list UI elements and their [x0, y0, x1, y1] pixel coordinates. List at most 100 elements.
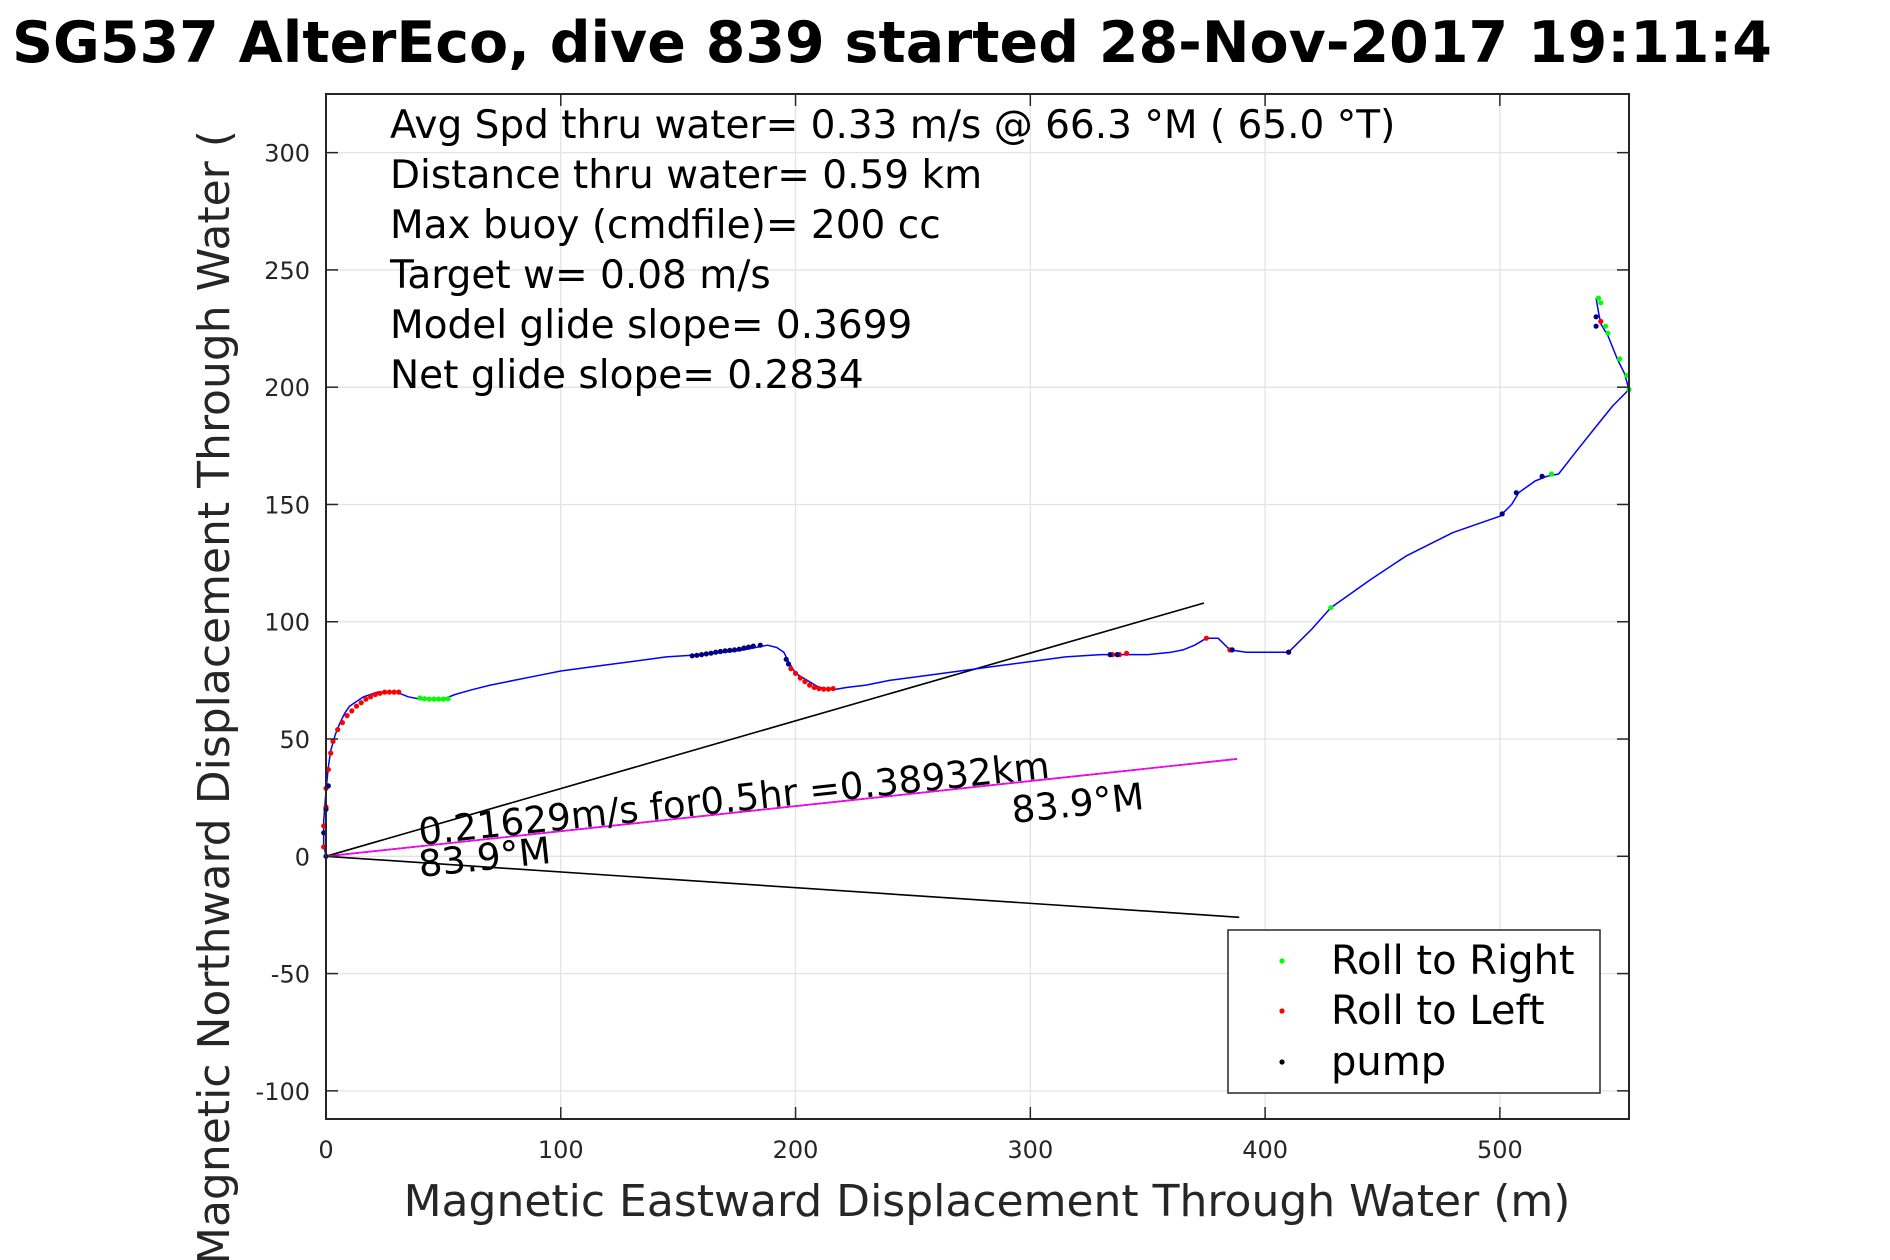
- legend-marker-roll-right: [1279, 958, 1285, 964]
- roll-left-point: [339, 720, 345, 726]
- y-tick-label: -100: [256, 1078, 310, 1106]
- info-line: Target w= 0.08 m/s: [389, 253, 771, 298]
- roll-left-point: [363, 696, 369, 702]
- roll-left-point: [377, 690, 383, 696]
- pump-point: [722, 648, 728, 654]
- pump-point: [727, 647, 733, 654]
- roll-left-point: [386, 689, 392, 695]
- pump-point: [741, 645, 747, 651]
- roll-left-point: [330, 738, 336, 745]
- reference-line: [325, 602, 1205, 858]
- pump-point: [1593, 323, 1599, 329]
- y-axis-label: Magnetic Northward Displacement Through …: [189, 130, 240, 1260]
- y-tick-label: 250: [264, 257, 310, 285]
- roll-right-point: [417, 695, 423, 701]
- roll-left-point: [391, 689, 397, 695]
- legend-label-pump: pump: [1331, 1039, 1446, 1085]
- roll-left-point: [1203, 635, 1209, 641]
- y-tick-label: 100: [264, 609, 310, 637]
- roll-right-point: [1617, 356, 1623, 362]
- info-block: Avg Spd thru water= 0.33 m/s @ 66.3 °M (…: [389, 103, 1395, 398]
- legend-marker-roll-left: [1279, 1008, 1285, 1014]
- roll-left-point: [792, 670, 799, 676]
- roll-left-point: [372, 691, 378, 698]
- roll-right-point: [1602, 323, 1609, 329]
- x-tick-label: 100: [538, 1136, 584, 1164]
- x-tick-label: 400: [1242, 1136, 1288, 1164]
- legend-label-roll-right: Roll to Right: [1331, 938, 1575, 984]
- roll-left-point: [1124, 650, 1130, 657]
- roll-left-point: [816, 686, 822, 692]
- legend-marker-pump: [1279, 1059, 1285, 1065]
- roll-left-point: [821, 686, 827, 692]
- reference-line: [325, 855, 1240, 919]
- info-line: Avg Spd thru water= 0.33 m/s @ 66.3 °M (…: [390, 103, 1395, 148]
- roll-left-point: [335, 727, 341, 733]
- roll-right-point: [1548, 471, 1555, 477]
- roll-right-point: [1328, 605, 1334, 611]
- roll-left-point: [349, 708, 355, 714]
- y-tick-label: 0: [295, 843, 310, 871]
- roll-left-point: [328, 750, 334, 756]
- pump-point: [783, 656, 789, 662]
- pump-point: [1286, 649, 1292, 655]
- roll-right-point: [422, 696, 428, 702]
- legend: Roll to Right Roll to Left pump: [1227, 929, 1601, 1094]
- x-tick-label: 200: [773, 1136, 819, 1164]
- annotations: 0.21629m/s for0.5hr =0.38932km 83.9°M 83…: [416, 744, 1146, 886]
- pump-point: [1593, 314, 1599, 320]
- info-line: Model glide slope= 0.3699: [390, 303, 912, 348]
- x-tick-label: 500: [1477, 1136, 1523, 1164]
- roll-left-point: [358, 700, 364, 706]
- chart-title: SG537 AlterEco, dive 839 started 28-Nov-…: [12, 10, 1772, 76]
- roll-right-point: [1595, 295, 1602, 301]
- info-line: Distance thru water= 0.59 km: [390, 153, 982, 198]
- x-axis-label: Magnetic Eastward Displacement Through W…: [404, 1176, 1571, 1227]
- roll-right-point: [436, 696, 442, 702]
- roll-left-point: [825, 686, 832, 692]
- pump-point: [717, 648, 724, 655]
- legend-box: [1227, 929, 1601, 1094]
- pump-point: [699, 652, 705, 658]
- roll-left-point: [382, 689, 388, 695]
- roll-left-point: [797, 675, 803, 681]
- pump-point: [694, 652, 700, 658]
- roll-left-point: [368, 694, 374, 700]
- y-tick-label: -50: [271, 961, 310, 989]
- pump-point: [750, 643, 756, 649]
- roll-left-point: [353, 703, 360, 709]
- roll-left-point: [396, 689, 402, 695]
- roll-right-point: [426, 696, 432, 702]
- roll-right-point: [445, 696, 451, 702]
- y-tick-label: 150: [264, 491, 310, 519]
- pump-point: [736, 646, 742, 652]
- roll-left-point: [344, 713, 350, 719]
- roll-left-point: [1598, 318, 1604, 325]
- pump-point: [731, 647, 738, 653]
- roll-left-point: [807, 682, 813, 688]
- pump-point: [703, 651, 709, 657]
- info-line: Net glide slope= 0.2834: [390, 353, 864, 398]
- x-tick-label: 0: [318, 1136, 333, 1164]
- current-vector-line: [325, 758, 1238, 858]
- pump-point: [1539, 473, 1545, 479]
- pump-point: [689, 653, 695, 659]
- legend-label-roll-left: Roll to Left: [1331, 988, 1545, 1034]
- y-tick-label: 300: [264, 140, 310, 168]
- roll-right-point: [440, 696, 446, 702]
- info-line: Max buoy (cmdfile)= 200 cc: [390, 203, 941, 248]
- roll-left-point: [811, 684, 817, 691]
- y-tick-label: 50: [279, 726, 310, 754]
- roll-left-point: [830, 686, 836, 692]
- y-tick-label: 200: [264, 374, 310, 402]
- roll-left-point: [802, 679, 808, 685]
- pump-point: [708, 650, 714, 656]
- pump-point: [785, 661, 792, 667]
- pump-point: [1229, 647, 1235, 653]
- pump-point: [746, 644, 752, 650]
- pump-point: [1114, 652, 1120, 658]
- roll-right-point: [1598, 300, 1604, 306]
- plot-frame: [325, 93, 1630, 1120]
- pump-point: [713, 649, 719, 655]
